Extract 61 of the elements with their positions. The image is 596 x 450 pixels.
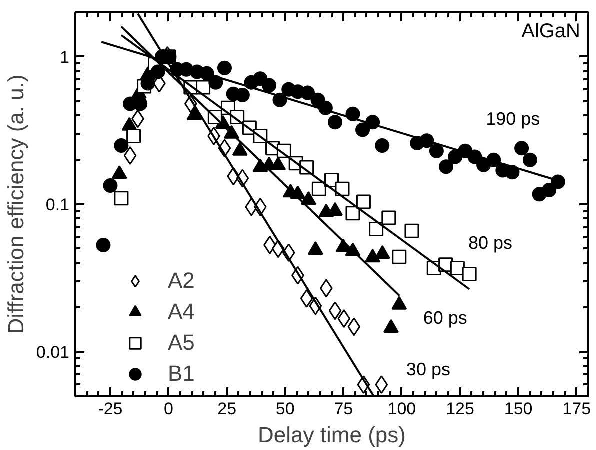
annotation: AlGaN bbox=[522, 20, 580, 42]
point bbox=[103, 178, 118, 193]
point bbox=[369, 222, 384, 236]
point bbox=[124, 146, 137, 165]
x-tick-label: -25 bbox=[98, 400, 123, 418]
point bbox=[133, 96, 148, 112]
point bbox=[382, 210, 396, 226]
point bbox=[462, 266, 477, 282]
point bbox=[356, 122, 370, 138]
point bbox=[96, 238, 111, 252]
legend-label: A2 bbox=[168, 268, 195, 294]
x-tick-label: 175 bbox=[562, 400, 592, 418]
point bbox=[262, 78, 277, 93]
point bbox=[208, 75, 224, 90]
point bbox=[217, 60, 232, 76]
point bbox=[346, 206, 360, 221]
point bbox=[312, 182, 326, 196]
point bbox=[320, 279, 333, 298]
y-axis-title: Diffraction efficiency (a. u.) bbox=[3, 74, 28, 334]
point bbox=[522, 152, 538, 168]
legend-label: A5 bbox=[168, 330, 195, 356]
point bbox=[114, 191, 129, 206]
point bbox=[550, 174, 566, 190]
point bbox=[348, 318, 361, 336]
y-tick-label: 0.01 bbox=[36, 343, 70, 362]
point bbox=[450, 260, 465, 276]
point bbox=[150, 64, 166, 80]
y-tick-label: 0.1 bbox=[46, 196, 70, 214]
x-tick-label: 75 bbox=[334, 400, 354, 418]
point bbox=[392, 250, 407, 264]
point bbox=[439, 160, 454, 174]
x-tick-label: 50 bbox=[276, 400, 295, 418]
legend-label: B1 bbox=[168, 361, 195, 387]
point bbox=[375, 376, 388, 394]
point bbox=[338, 310, 351, 328]
point bbox=[542, 182, 557, 198]
annotation: 190 ps bbox=[486, 108, 540, 129]
point bbox=[404, 224, 420, 238]
point bbox=[429, 144, 444, 158]
point bbox=[300, 289, 314, 308]
x-tick-label: 0 bbox=[164, 400, 174, 418]
legend-label: A4 bbox=[168, 299, 195, 325]
point bbox=[328, 302, 342, 320]
y-tick-label: 1 bbox=[60, 48, 70, 67]
annotation: 80 ps bbox=[468, 232, 513, 253]
annotation: 60 ps bbox=[423, 308, 468, 328]
point bbox=[375, 138, 390, 154]
x-axis-title: Delay time (ps) bbox=[258, 422, 406, 448]
point bbox=[114, 138, 129, 154]
x-tick-label: 25 bbox=[218, 400, 237, 418]
x-tick-label: 125 bbox=[446, 400, 474, 418]
point bbox=[126, 129, 142, 144]
point bbox=[235, 88, 250, 102]
point bbox=[328, 115, 343, 130]
x-tick-label: 150 bbox=[504, 400, 533, 418]
point bbox=[300, 86, 315, 100]
x-tick-label: 100 bbox=[388, 400, 416, 418]
annotation: 30 ps bbox=[406, 360, 450, 380]
point bbox=[335, 182, 350, 196]
point bbox=[356, 194, 371, 210]
point bbox=[514, 141, 530, 156]
